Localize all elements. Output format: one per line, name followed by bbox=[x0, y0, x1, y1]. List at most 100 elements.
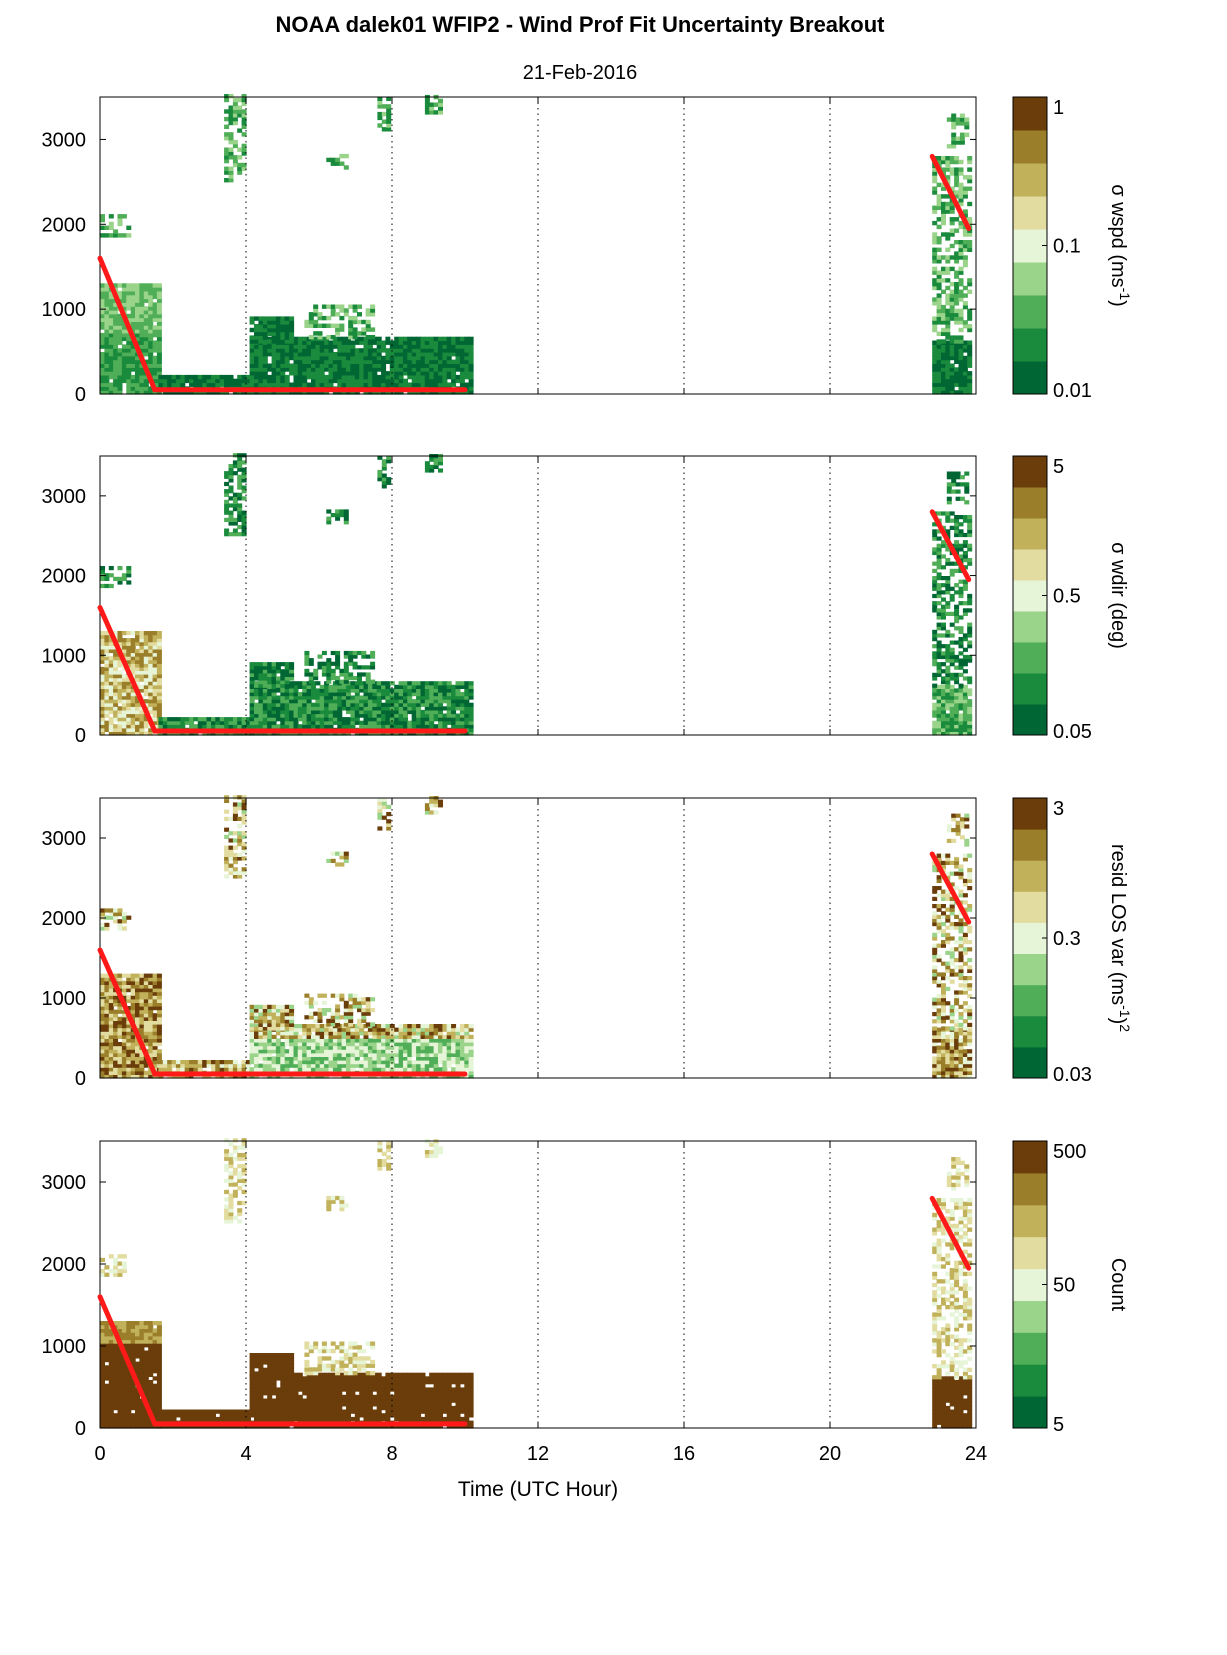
heatmap-cell bbox=[958, 568, 964, 573]
heatmap-cell bbox=[381, 695, 387, 700]
heatmap-cell bbox=[224, 489, 230, 494]
heatmap-cell bbox=[193, 1067, 199, 1072]
heatmap-cell bbox=[446, 709, 452, 715]
heatmap-cell bbox=[962, 247, 968, 252]
heatmap-cell bbox=[377, 100, 383, 105]
heatmap-cell bbox=[936, 331, 942, 336]
heatmap-cell bbox=[249, 1042, 255, 1047]
heatmap-cell bbox=[293, 1052, 299, 1057]
heatmap-cell bbox=[262, 676, 268, 681]
heatmap-cell bbox=[967, 561, 973, 566]
heatmap-cell bbox=[451, 374, 457, 380]
heatmap-cell bbox=[941, 699, 946, 704]
heatmap-cell bbox=[313, 319, 319, 325]
heatmap-cell bbox=[126, 225, 132, 230]
heatmap-cell bbox=[363, 713, 369, 718]
heatmap-cell bbox=[311, 1049, 316, 1054]
heatmap-cell bbox=[302, 695, 308, 700]
heatmap-cell bbox=[446, 336, 452, 342]
heatmap-cell bbox=[100, 681, 105, 686]
heatmap-cell bbox=[962, 255, 968, 260]
heatmap-cell bbox=[100, 1042, 105, 1047]
heatmap-cell bbox=[319, 374, 325, 380]
heatmap-cell bbox=[271, 1034, 277, 1039]
heatmap-cell bbox=[113, 677, 119, 682]
heatmap-cell bbox=[139, 325, 145, 330]
heatmap-cell bbox=[121, 713, 127, 718]
heatmap-cell bbox=[254, 1031, 259, 1036]
heatmap-cell bbox=[367, 340, 373, 345]
heatmap-cell bbox=[308, 323, 314, 328]
heatmap-cell bbox=[389, 363, 395, 368]
heatmap-cell bbox=[113, 731, 119, 736]
heatmap-cell bbox=[297, 684, 303, 689]
heatmap-cell bbox=[139, 724, 145, 729]
heatmap-cell bbox=[964, 471, 970, 476]
heatmap-cell bbox=[258, 355, 264, 361]
heatmap-cell bbox=[108, 995, 114, 1000]
heatmap-cell bbox=[139, 1034, 145, 1039]
heatmap-cell bbox=[104, 313, 110, 319]
heatmap-cell bbox=[148, 390, 154, 395]
heatmap-cell bbox=[271, 363, 277, 368]
heatmap-cell bbox=[949, 367, 955, 372]
heatmap-cell bbox=[420, 1052, 426, 1057]
heatmap-cell bbox=[113, 1067, 119, 1072]
heatmap-cell bbox=[117, 638, 123, 643]
heatmap-cell bbox=[241, 510, 247, 515]
heatmap-cell bbox=[381, 390, 387, 395]
heatmap-cell bbox=[126, 720, 132, 725]
heatmap-cell bbox=[346, 699, 351, 704]
heatmap-cell bbox=[324, 1042, 330, 1047]
heatmap-cell bbox=[232, 1067, 238, 1072]
heatmap-cell bbox=[280, 382, 286, 387]
heatmap-cell bbox=[232, 109, 238, 114]
heatmap-cell bbox=[381, 1060, 387, 1065]
heatmap-cell bbox=[117, 1070, 123, 1075]
heatmap-cell bbox=[297, 355, 303, 361]
heatmap-cell bbox=[108, 321, 114, 326]
heatmap-cell bbox=[104, 1049, 110, 1054]
heatmap-cell bbox=[104, 652, 110, 657]
heatmap-cell bbox=[945, 604, 951, 609]
heatmap-cell bbox=[945, 699, 951, 704]
heatmap-cell bbox=[113, 1027, 119, 1032]
heatmap-cell bbox=[130, 977, 136, 982]
heatmap-cell bbox=[315, 709, 321, 715]
heatmap-cell bbox=[367, 1067, 373, 1072]
heatmap-cell bbox=[954, 390, 960, 395]
heatmap-cell bbox=[100, 340, 105, 345]
heatmap-cell bbox=[254, 382, 259, 387]
heatmap-cell bbox=[451, 348, 457, 353]
heatmap-cell bbox=[100, 980, 105, 985]
heatmap-cell bbox=[121, 1052, 127, 1057]
heatmap-cell bbox=[126, 1006, 132, 1011]
heatmap-cell bbox=[958, 308, 964, 314]
heatmap-cell bbox=[468, 684, 474, 689]
heatmap-cell bbox=[424, 692, 430, 697]
heatmap-cell bbox=[228, 720, 234, 725]
heatmap-cell bbox=[455, 724, 461, 729]
heatmap-cell bbox=[262, 1034, 268, 1039]
heatmap-cell bbox=[280, 1063, 286, 1068]
heatmap-cell bbox=[148, 995, 154, 1000]
heatmap-cell bbox=[267, 367, 273, 372]
heatmap-cell bbox=[936, 572, 942, 577]
heatmap-cell bbox=[332, 371, 338, 376]
heatmap-cell bbox=[267, 374, 273, 380]
heatmap-cell bbox=[359, 355, 365, 361]
heatmap-cell bbox=[455, 692, 461, 697]
heatmap-cell bbox=[468, 367, 474, 372]
heatmap-cell bbox=[361, 319, 367, 325]
heatmap-cell bbox=[126, 638, 132, 643]
heatmap-cell bbox=[121, 1034, 127, 1039]
heatmap-cell bbox=[130, 727, 136, 732]
heatmap-cell bbox=[104, 670, 110, 675]
heatmap-cell bbox=[932, 601, 938, 606]
heatmap-cell bbox=[126, 336, 132, 342]
heatmap-cell bbox=[337, 1063, 343, 1068]
heatmap-cell bbox=[275, 324, 281, 329]
heatmap-cell bbox=[297, 359, 303, 364]
heatmap-cell bbox=[297, 348, 303, 353]
